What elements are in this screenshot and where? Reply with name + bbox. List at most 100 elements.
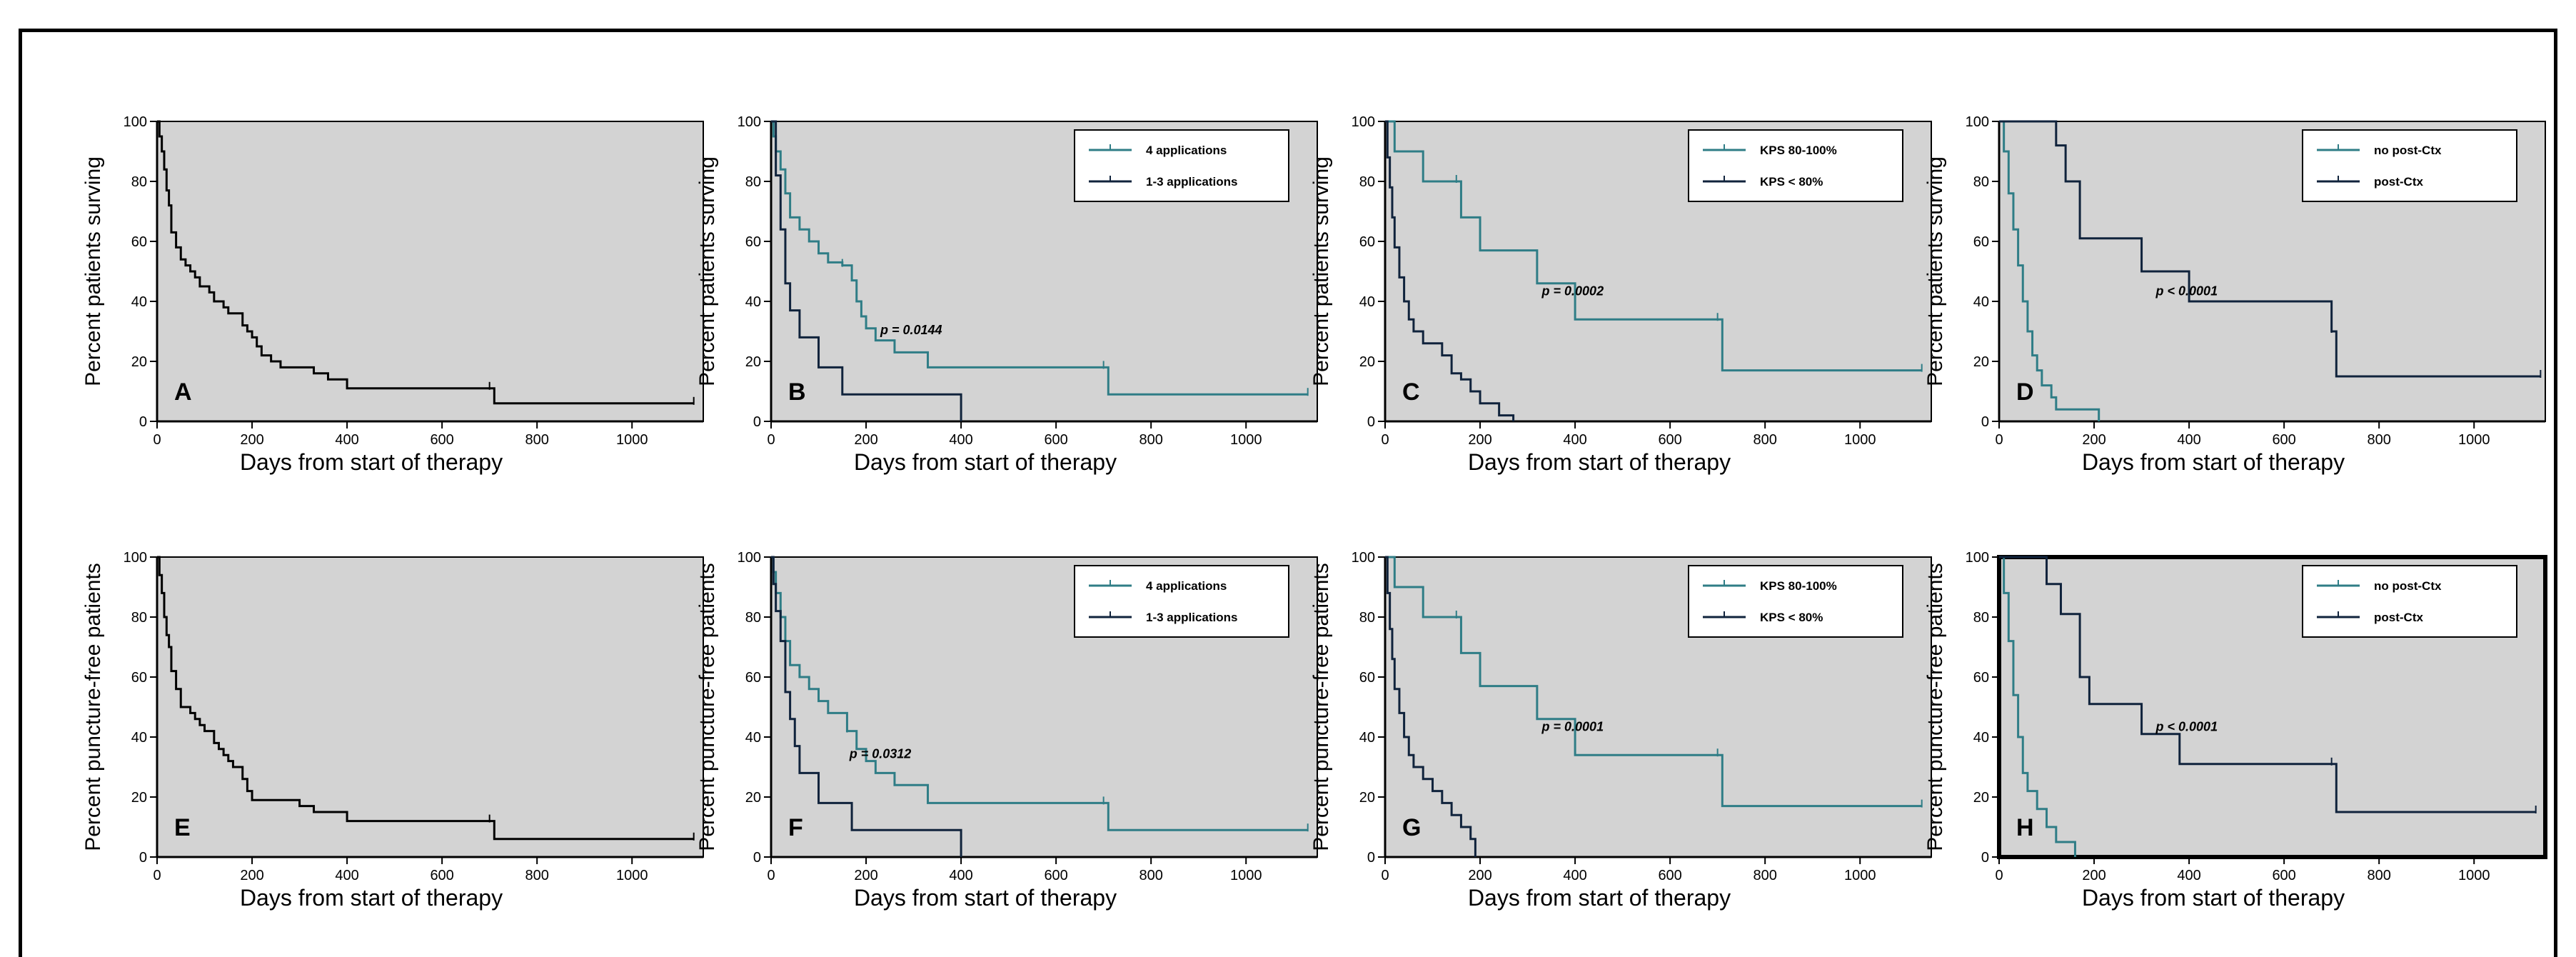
y-tick-label: 80 bbox=[131, 174, 147, 190]
y-tick-label: 100 bbox=[738, 550, 761, 566]
y-tick-label: 40 bbox=[131, 730, 147, 746]
panel-letter: F bbox=[788, 814, 803, 841]
series-line-1 bbox=[157, 556, 694, 841]
legend-label: 4 applications bbox=[1146, 579, 1227, 593]
y-tick-label: 0 bbox=[139, 414, 147, 430]
series-line-2 bbox=[1385, 556, 1476, 857]
x-tick-label: 400 bbox=[949, 432, 972, 448]
y-tick-label: 60 bbox=[131, 234, 147, 250]
y-axis-label: Percent puncture-free patients bbox=[695, 563, 719, 851]
y-axis-label: Percent patients surving bbox=[1309, 156, 1333, 386]
x-tick-label: 800 bbox=[1753, 868, 1776, 883]
x-tick-label: 600 bbox=[430, 432, 453, 448]
x-tick-label: 1000 bbox=[616, 868, 648, 883]
x-tick-label: 0 bbox=[153, 432, 161, 448]
y-tick-label: 0 bbox=[1981, 414, 1989, 430]
y-tick-label: 60 bbox=[1973, 234, 1989, 250]
series-line-2 bbox=[1999, 120, 2541, 378]
legend-box bbox=[1074, 129, 1289, 202]
legend-label: KPS 80-100% bbox=[1760, 144, 1837, 157]
p-value: p = 0.0002 bbox=[1541, 284, 1604, 299]
x-axis-label: Days from start of therapy bbox=[2082, 449, 2345, 475]
y-tick-label: 100 bbox=[1352, 114, 1375, 130]
p-value: p = 0.0144 bbox=[880, 323, 942, 337]
x-tick-label: 0 bbox=[1995, 432, 2003, 448]
panel-letter: H bbox=[2016, 814, 2034, 841]
series-line-1 bbox=[1999, 120, 2100, 421]
y-tick-label: 100 bbox=[1966, 550, 1989, 566]
panel-letter: C bbox=[1402, 379, 1420, 406]
series-line-1 bbox=[1385, 556, 1922, 808]
legend-box bbox=[2302, 565, 2517, 638]
y-tick-label: 40 bbox=[1973, 294, 1989, 310]
x-tick-label: 0 bbox=[1381, 868, 1389, 883]
plot-area bbox=[156, 556, 704, 858]
legend: KPS 80-100% KPS < 80% bbox=[1688, 129, 1903, 202]
series-line-2 bbox=[1999, 556, 2536, 813]
y-tick-label: 40 bbox=[1359, 730, 1375, 746]
y-tick-label: 20 bbox=[745, 354, 761, 370]
x-tick-label: 800 bbox=[525, 868, 548, 883]
y-tick-label: 0 bbox=[1367, 414, 1375, 430]
x-tick-label: 200 bbox=[240, 432, 263, 448]
x-axis-label: Days from start of therapy bbox=[240, 885, 503, 911]
x-tick-label: 1000 bbox=[1230, 432, 1262, 448]
panel-letter: B bbox=[788, 379, 806, 406]
y-tick-label: 40 bbox=[1359, 294, 1375, 310]
x-tick-label: 0 bbox=[153, 868, 161, 883]
x-tick-label: 600 bbox=[2272, 868, 2295, 883]
x-tick-label: 1000 bbox=[1230, 868, 1262, 883]
x-tick-label: 400 bbox=[1563, 868, 1586, 883]
legend-label: KPS 80-100% bbox=[1760, 579, 1837, 593]
x-tick-label: 600 bbox=[1044, 868, 1067, 883]
x-tick-label: 0 bbox=[1995, 868, 2003, 883]
y-tick-label: 80 bbox=[1973, 610, 1989, 626]
x-axis-label: Days from start of therapy bbox=[854, 885, 1117, 911]
p-value: p = 0.0001 bbox=[1541, 720, 1604, 734]
y-tick-label: 40 bbox=[1973, 730, 1989, 746]
legend-label: 4 applications bbox=[1146, 144, 1227, 157]
x-tick-label: 600 bbox=[1044, 432, 1067, 448]
x-tick-label: 1000 bbox=[616, 432, 648, 448]
panel-letter: A bbox=[174, 379, 192, 406]
y-tick-label: 0 bbox=[753, 850, 761, 866]
y-tick-label: 100 bbox=[1966, 114, 1989, 130]
y-tick-label: 60 bbox=[745, 234, 761, 250]
panel-letter: D bbox=[2016, 379, 2034, 406]
legend-label: post-Ctx bbox=[2374, 611, 2423, 624]
x-tick-label: 400 bbox=[2177, 432, 2200, 448]
y-tick-label: 80 bbox=[745, 610, 761, 626]
x-tick-label: 600 bbox=[2272, 432, 2295, 448]
y-tick-label: 80 bbox=[131, 610, 147, 626]
legend-label: 1-3 applications bbox=[1146, 611, 1237, 624]
y-tick-label: 40 bbox=[745, 730, 761, 746]
series-line-1 bbox=[157, 120, 694, 405]
x-tick-label: 600 bbox=[1658, 432, 1681, 448]
y-tick-label: 20 bbox=[131, 790, 147, 806]
x-tick-label: 200 bbox=[854, 432, 877, 448]
y-tick-label: 60 bbox=[131, 670, 147, 686]
y-tick-label: 20 bbox=[745, 790, 761, 806]
y-tick-label: 60 bbox=[1359, 670, 1375, 686]
x-tick-label: 800 bbox=[525, 432, 548, 448]
y-tick-label: 100 bbox=[124, 114, 147, 130]
legend-box bbox=[1074, 565, 1289, 638]
y-axis-label: Percent patients surving bbox=[695, 156, 719, 386]
legend-box bbox=[1688, 129, 1903, 202]
x-tick-label: 400 bbox=[335, 432, 358, 448]
x-tick-label: 1000 bbox=[1844, 432, 1876, 448]
series-line-1 bbox=[1999, 556, 2076, 857]
y-axis-label: Percent puncture-free patients bbox=[81, 563, 105, 851]
y-tick-label: 0 bbox=[1367, 850, 1375, 866]
series-line-1 bbox=[1385, 120, 1922, 372]
y-tick-label: 0 bbox=[753, 414, 761, 430]
y-tick-label: 60 bbox=[1359, 234, 1375, 250]
legend-label: no post-Ctx bbox=[2374, 579, 2442, 593]
series-line-2 bbox=[771, 120, 962, 421]
legend-label: 1-3 applications bbox=[1146, 175, 1237, 189]
